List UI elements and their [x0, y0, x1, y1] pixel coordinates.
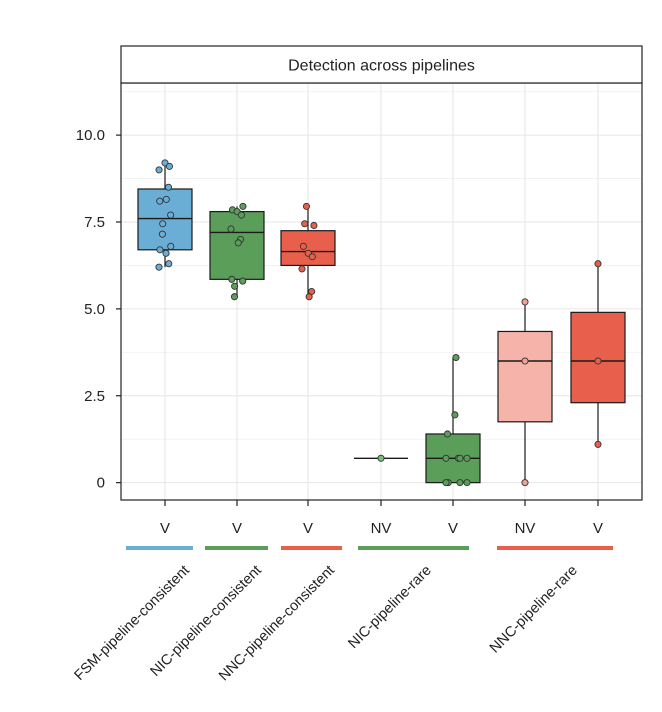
title-strip-box	[120, 45, 643, 84]
data-point	[302, 202, 311, 210]
group-label: FSM-pipeline-consistent	[72, 563, 193, 684]
data-point	[305, 293, 313, 301]
y-tick-label: 10.0	[76, 127, 105, 144]
box-layer	[137, 159, 626, 487]
iqr-box	[280, 230, 336, 267]
group-label: NIC-pipeline-rare	[345, 563, 434, 652]
data-point	[456, 479, 464, 487]
data-point	[155, 263, 163, 271]
data-point	[234, 239, 242, 247]
data-point	[167, 242, 175, 250]
data-point	[521, 357, 529, 365]
grid-layer	[121, 83, 642, 500]
data-point	[230, 293, 239, 301]
data-point	[521, 298, 529, 306]
data-point	[463, 479, 471, 487]
data-point	[162, 195, 170, 203]
box-2	[209, 202, 265, 301]
data-point	[164, 183, 173, 191]
group-layer: FSM-pipeline-consistentNIC-pipeline-cons…	[72, 546, 613, 684]
title-strip: Detection across pipelines	[120, 45, 643, 84]
data-point	[227, 225, 235, 233]
data-point	[298, 265, 306, 273]
data-point	[156, 197, 164, 205]
data-point	[159, 220, 167, 228]
data-point	[442, 479, 450, 487]
data-point	[594, 440, 602, 448]
box-6	[497, 298, 553, 487]
data-point	[451, 411, 459, 419]
data-point	[156, 246, 164, 254]
data-point	[239, 202, 247, 210]
x-tick-label: NV	[371, 520, 392, 537]
data-point	[165, 162, 174, 170]
data-point	[521, 479, 529, 487]
iqr-box	[497, 330, 553, 423]
data-point	[308, 253, 316, 261]
data-point	[167, 211, 175, 219]
data-point	[452, 353, 460, 362]
data-point	[456, 454, 464, 462]
data-point	[237, 211, 245, 219]
y-tick-label: 2.5	[84, 388, 105, 405]
y-tick-label: 7.5	[84, 214, 105, 231]
data-point	[310, 221, 318, 230]
group-label: NNC-pipeline-rare	[487, 563, 581, 657]
x-tick-label: V	[160, 520, 170, 537]
x-tick-label: V	[448, 520, 458, 537]
data-point	[155, 166, 163, 174]
x-tick-label: V	[303, 520, 313, 537]
data-point	[463, 454, 471, 462]
data-point	[377, 454, 385, 462]
x-tick-label: V	[593, 520, 603, 537]
data-point	[165, 260, 173, 268]
data-point	[158, 230, 166, 238]
box-4	[354, 454, 408, 462]
data-point	[443, 430, 452, 438]
x-tick-label: V	[232, 520, 242, 537]
data-point	[299, 242, 307, 250]
y-tick-label: 0	[97, 475, 105, 492]
data-point	[301, 220, 309, 228]
chart-title: Detection across pipelines	[288, 58, 475, 75]
box-1	[137, 159, 193, 271]
data-point	[594, 357, 602, 365]
box-5	[425, 353, 481, 487]
data-point	[231, 282, 239, 290]
x-tick-label: NV	[515, 520, 536, 537]
box-7	[570, 260, 626, 448]
data-point	[228, 275, 236, 283]
data-point	[239, 277, 247, 285]
data-point	[594, 260, 602, 268]
data-point	[442, 454, 450, 462]
data-point	[162, 249, 170, 257]
y-tick-label: 5.0	[84, 301, 105, 318]
box-3	[280, 202, 336, 301]
